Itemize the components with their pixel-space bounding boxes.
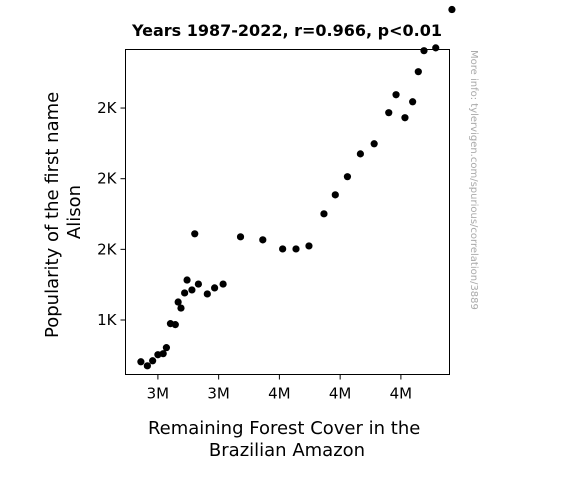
data-point — [211, 284, 219, 292]
data-point — [392, 91, 400, 99]
data-point — [188, 286, 196, 294]
data-point — [149, 357, 157, 365]
data-point — [331, 191, 339, 199]
y-tick-label: 1K — [97, 311, 118, 329]
data-point — [292, 245, 300, 253]
data-point — [320, 210, 328, 218]
y-axis-label-line-2: Alison — [64, 185, 85, 239]
data-point — [236, 233, 245, 241]
data-point — [159, 350, 167, 358]
data-point — [162, 344, 171, 352]
chart-title: Years 1987-2022, r=0.966, p<0.01 — [131, 21, 442, 40]
data-point — [420, 47, 428, 55]
plot-frame — [125, 49, 450, 375]
data-points — [137, 5, 456, 370]
data-point — [279, 245, 287, 253]
x-axis-label: Remaining Forest Cover in the Brazilian … — [148, 418, 426, 461]
x-tick-label: 4M — [390, 385, 413, 403]
data-point — [219, 280, 227, 288]
data-point — [409, 98, 417, 106]
data-point — [305, 242, 313, 250]
data-point — [191, 230, 199, 238]
x-axis-label-line-2: Brazilian Amazon — [209, 440, 365, 461]
y-axis: 1K 2K 2K 2K — [97, 99, 126, 329]
y-tick-label: 2K — [97, 99, 118, 117]
x-tick-label: 3M — [207, 385, 230, 403]
data-point — [448, 5, 456, 14]
data-point — [414, 68, 422, 76]
data-point — [194, 280, 202, 288]
x-tick-label: 4M — [268, 385, 291, 403]
data-point — [356, 150, 364, 158]
data-point — [203, 290, 211, 298]
y-tick-label: 2K — [97, 240, 118, 258]
data-point — [183, 276, 191, 284]
data-point — [171, 321, 179, 329]
data-point — [177, 304, 185, 312]
data-point — [385, 109, 393, 117]
plot-area: 3M 3M 4M 4M 4M 1K 2K 2K 2K — [97, 5, 456, 403]
y-tick-label: 2K — [97, 170, 118, 188]
data-point — [343, 173, 352, 181]
data-point — [137, 358, 145, 366]
data-point — [181, 289, 189, 297]
data-point — [370, 140, 378, 148]
x-tick-label: 3M — [147, 385, 170, 403]
data-point — [401, 114, 409, 122]
y-axis-label-line-1: Popularity of the first name — [42, 92, 63, 338]
x-axis-label-line-1: Remaining Forest Cover in the — [148, 418, 420, 439]
data-point — [143, 362, 151, 370]
data-point — [174, 298, 182, 306]
watermark-text: More info: tylervigen.com/spurious/corre… — [468, 50, 479, 310]
data-point — [432, 44, 440, 52]
x-tick-label: 4M — [329, 385, 352, 403]
data-point — [259, 236, 267, 244]
x-axis: 3M 3M 4M 4M 4M — [147, 374, 413, 403]
y-axis-label: Popularity of the first name Alison — [42, 86, 85, 338]
